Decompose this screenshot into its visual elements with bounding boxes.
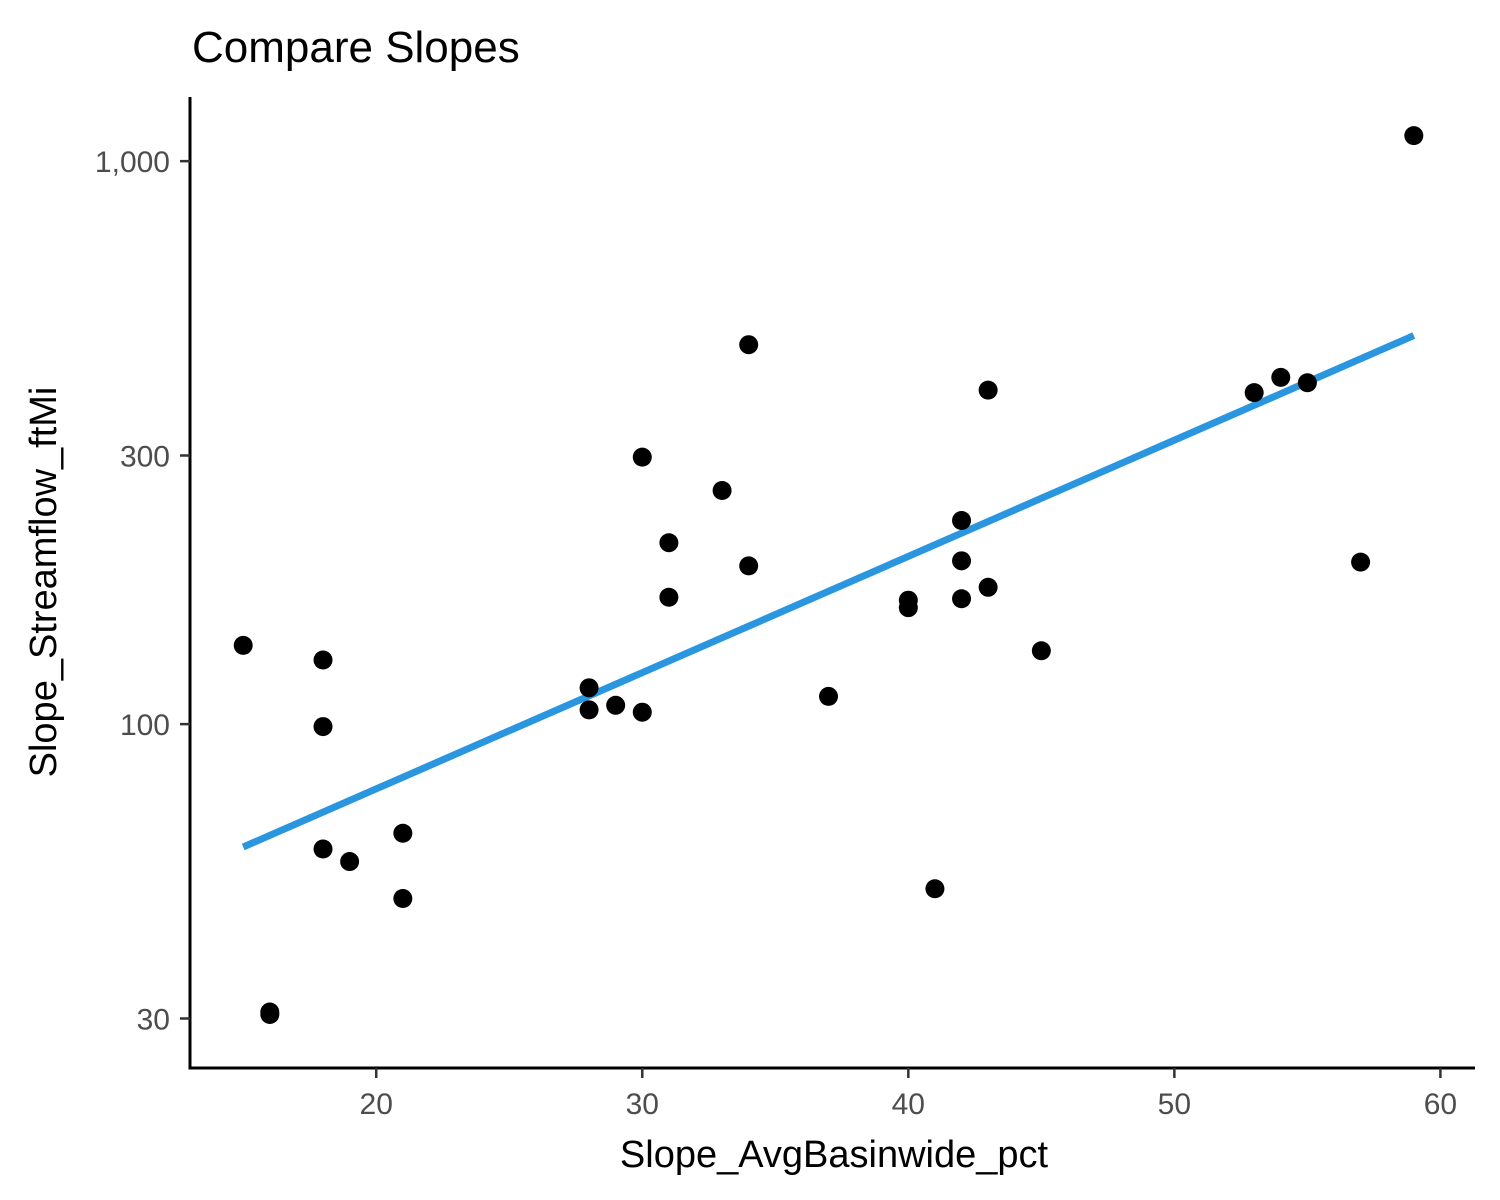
- data-point: [1404, 126, 1424, 146]
- y-tick-label: 1,000: [95, 146, 170, 179]
- data-points: [233, 126, 1424, 1024]
- data-point: [1351, 552, 1371, 572]
- plot-area: [241, 332, 1416, 851]
- data-point: [260, 1002, 280, 1022]
- data-point: [393, 889, 413, 909]
- data-point: [819, 686, 839, 706]
- data-point: [393, 823, 413, 843]
- x-tick-label: 60: [1424, 1088, 1457, 1121]
- x-tick-label: 20: [360, 1088, 393, 1121]
- data-point: [606, 695, 626, 715]
- y-tick-label: 300: [120, 441, 170, 474]
- data-point: [739, 556, 759, 576]
- chart-title: Compare Slopes: [192, 23, 520, 72]
- data-point: [925, 879, 945, 899]
- data-point: [952, 510, 972, 530]
- data-point: [340, 852, 360, 872]
- data-point: [739, 335, 759, 355]
- data-point: [313, 717, 333, 737]
- trend-line: [241, 332, 1416, 851]
- x-tick-label: 30: [626, 1088, 659, 1121]
- x-tick-label: 50: [1158, 1088, 1191, 1121]
- data-point: [632, 702, 652, 722]
- data-point: [1244, 383, 1264, 403]
- x-axis-title: Slope_AvgBasinwide_pct: [620, 1134, 1049, 1176]
- y-axis-title: Slope_Streamflow_ftMi: [23, 387, 65, 778]
- data-point: [1031, 641, 1051, 661]
- y-tick-label: 30: [137, 1003, 170, 1036]
- data-point: [1271, 367, 1291, 387]
- data-point: [579, 700, 599, 720]
- data-point: [659, 587, 679, 607]
- data-point: [579, 678, 599, 698]
- data-point: [233, 635, 253, 655]
- data-point: [978, 380, 998, 400]
- data-point: [898, 598, 918, 618]
- data-point: [1297, 373, 1317, 393]
- data-point: [659, 533, 679, 553]
- data-point: [313, 839, 333, 859]
- x-tick-label: 40: [892, 1088, 925, 1121]
- data-point: [632, 447, 652, 467]
- data-point: [313, 650, 333, 670]
- data-point: [952, 589, 972, 609]
- data-point: [978, 577, 998, 597]
- y-tick-label: 100: [120, 709, 170, 742]
- data-point: [712, 481, 732, 500]
- axes: 20 30 40 50 60 30 100 300 1,000: [95, 97, 1475, 1121]
- data-point: [952, 551, 972, 571]
